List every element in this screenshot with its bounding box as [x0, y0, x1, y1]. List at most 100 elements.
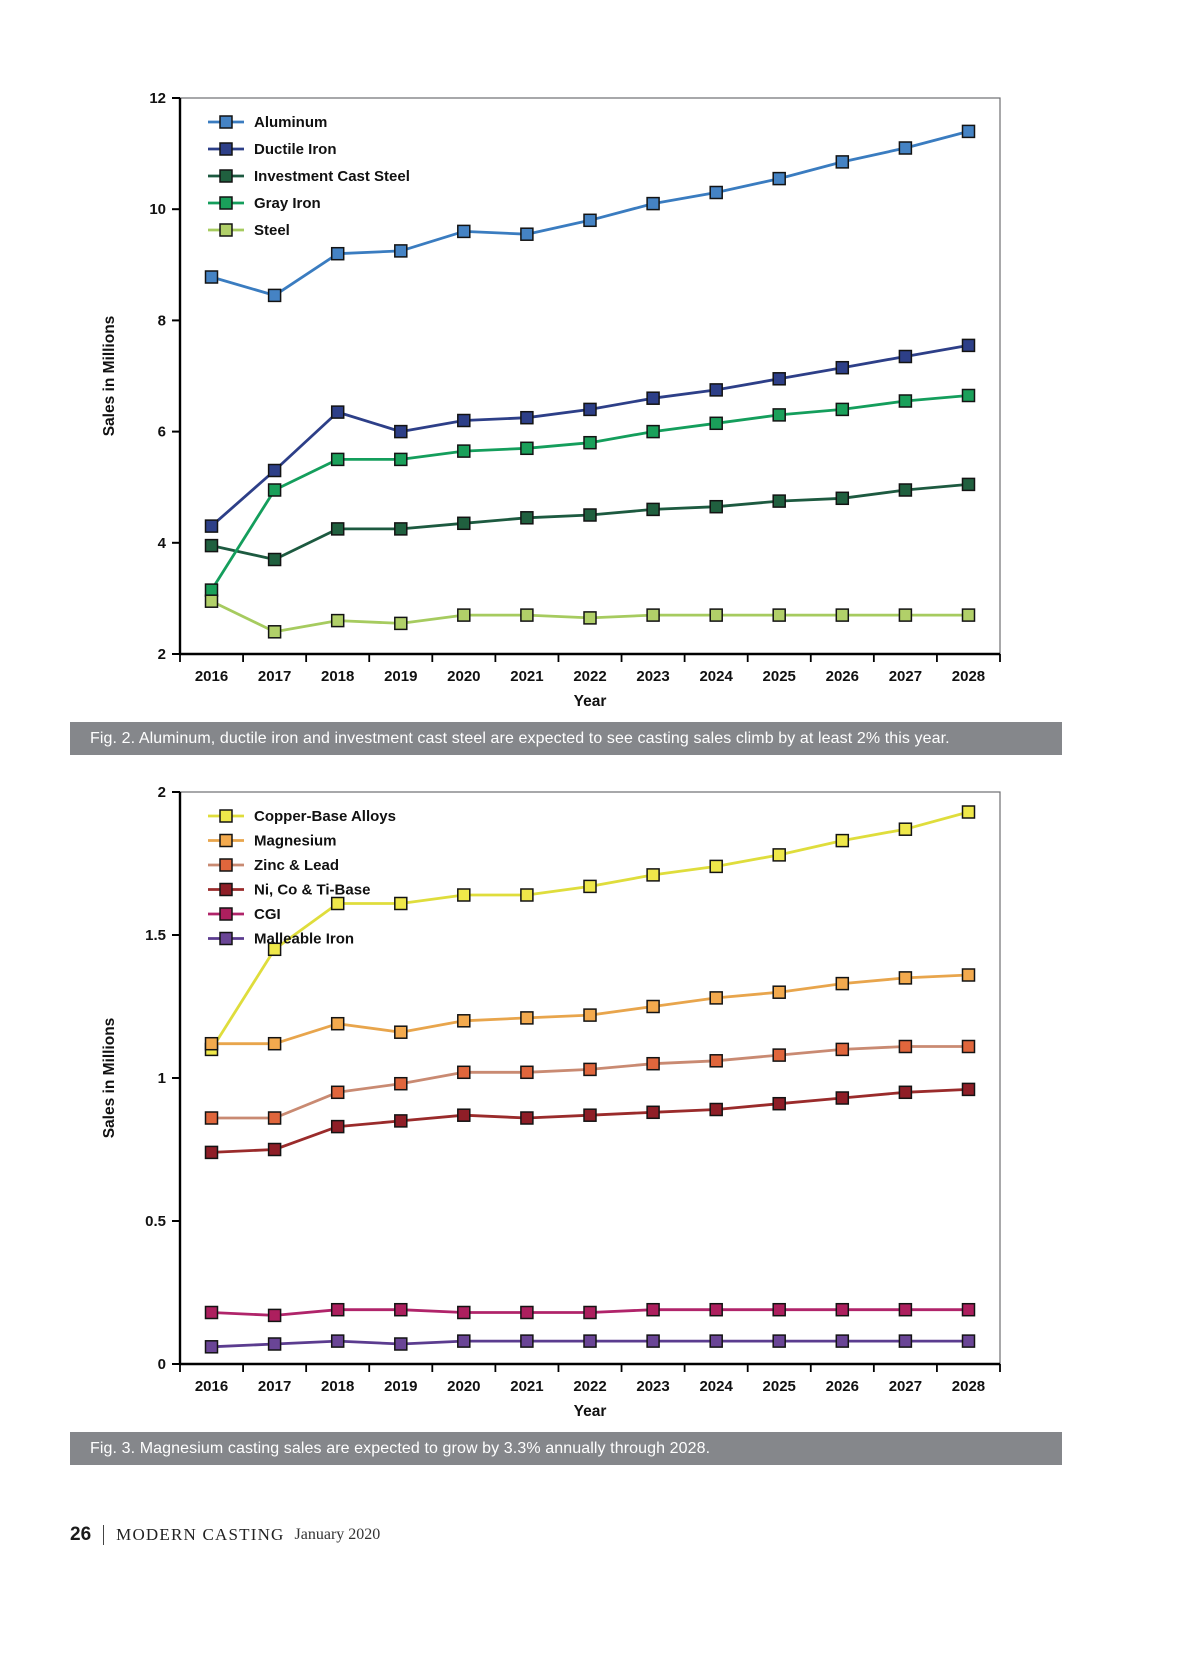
data-point-marker [709, 608, 723, 622]
y-axis-title: Sales in Millions [101, 1018, 118, 1139]
legend-item-gray-iron: Gray Iron [208, 195, 321, 212]
data-point-marker [835, 491, 850, 506]
data-point-marker [646, 196, 660, 211]
data-point-marker [457, 1108, 471, 1122]
legend-item-ni-co-ti-base: Ni, Co & Ti-Base [208, 882, 370, 899]
data-point-marker [204, 1305, 219, 1320]
data-point-marker [772, 985, 786, 999]
data-point-marker [709, 383, 723, 397]
x-tick-label: 2022 [573, 1378, 606, 1395]
x-tick-label: 2026 [826, 1378, 859, 1395]
x-tick-label: 2018 [321, 1378, 354, 1395]
data-point-marker [267, 1308, 282, 1323]
legend-item-malleable-iron: Malleable Iron [208, 931, 354, 948]
legend-marker [219, 115, 233, 129]
fig2-caption-bar: Fig. 2. Aluminum, ductile iron and inves… [70, 722, 1062, 755]
y-tick-label: 1.5 [145, 927, 166, 944]
data-point-marker [646, 424, 660, 439]
data-point-marker [772, 1334, 786, 1348]
y-tick-label: 0.5 [145, 1213, 166, 1230]
data-point-marker [267, 463, 282, 478]
data-point-marker [646, 1334, 660, 1348]
legend-marker [219, 809, 233, 823]
fig2-chart: 2 4 6 8 10 12 2016 2017 2018 2019 2020 2021 2022 2023… [70, 86, 1060, 718]
data-point-marker [330, 246, 345, 261]
series-cgi [204, 1302, 976, 1323]
data-point-marker [520, 441, 534, 456]
data-point-marker [772, 171, 786, 186]
legend-item-magnesium: Magnesium [208, 833, 337, 850]
x-tick-label: 2028 [952, 1378, 985, 1395]
data-point-marker [520, 1011, 534, 1025]
data-point-marker [835, 976, 850, 991]
data-point-marker [961, 1334, 976, 1348]
series-gray-iron [204, 388, 976, 597]
legend-marker [219, 833, 233, 848]
data-point-marker [267, 1337, 282, 1351]
data-point-marker [709, 1302, 723, 1317]
data-point-marker [457, 1334, 471, 1348]
data-point-marker [646, 1105, 660, 1120]
data-point-marker [961, 388, 976, 403]
data-point-marker [961, 1082, 976, 1097]
data-point-marker [772, 1096, 786, 1111]
data-point-marker [961, 968, 976, 982]
data-point-marker [898, 483, 913, 497]
data-point-marker [583, 213, 597, 228]
y-tick-label: 6 [158, 424, 166, 441]
data-point-marker [709, 499, 723, 514]
data-point-marker [835, 1334, 850, 1348]
legend-label: Aluminum [254, 114, 327, 131]
data-point-marker [961, 477, 976, 492]
fig2-line-chart: 2 4 6 8 10 12 2016 2017 2018 2019 2020 2021 2022 2023… [101, 90, 1001, 710]
data-point-marker [267, 1036, 282, 1051]
data-point-marker [520, 1305, 534, 1320]
series-aluminum [204, 124, 976, 303]
x-tick-label: 2019 [384, 668, 417, 685]
data-point-marker [330, 405, 345, 419]
fig3-line-chart: 0 0.5 1 1.5 2 2016 2017 2018 2019 2020 2021 2022 202… [101, 784, 1001, 1420]
footer-divider [103, 1525, 105, 1545]
y-tick-label: 8 [158, 312, 166, 329]
data-point-marker [394, 452, 408, 467]
fig2-caption-text: Fig. 2. Aluminum, ductile iron and inves… [90, 730, 950, 747]
data-point-marker [583, 508, 597, 522]
series-steel [204, 594, 976, 639]
data-point-marker [835, 833, 850, 848]
x-axis-title: Year [574, 693, 607, 710]
data-point-marker [457, 1305, 471, 1320]
x-tick-label: 2023 [636, 1378, 669, 1395]
page-number: 26 [70, 1524, 92, 1545]
x-tick-label: 2017 [258, 1378, 291, 1395]
legend-marker [219, 882, 233, 897]
legend-label: Zinc & Lead [254, 857, 339, 874]
data-point-marker [330, 613, 345, 628]
data-point-marker [330, 1085, 345, 1100]
data-point-marker [772, 408, 786, 422]
data-point-marker [267, 1111, 282, 1125]
data-point-marker [709, 416, 723, 431]
legend: Copper-Base Alloys Magnesium Zinc & Lead Ni… [208, 808, 396, 948]
x-tick-label: 2024 [699, 668, 733, 685]
data-point-marker [204, 583, 219, 597]
data-point-marker [457, 224, 471, 239]
x-tick-label: 2026 [826, 668, 859, 685]
data-point-marker [330, 1302, 345, 1317]
data-point-marker [583, 1062, 597, 1077]
data-point-marker [204, 1036, 219, 1051]
data-point-marker [394, 896, 408, 911]
data-point-marker [898, 141, 913, 155]
x-tick-label: 2023 [636, 668, 669, 685]
x-tick-label: 2017 [258, 668, 291, 685]
legend-label: Malleable Iron [254, 931, 354, 948]
data-point-marker [898, 1334, 913, 1348]
data-point-marker [267, 942, 282, 957]
data-point-marker [961, 124, 976, 139]
y-tick-label: 0 [158, 1356, 166, 1373]
y-axis-title: Sales in Millions [101, 316, 118, 437]
data-point-marker [835, 360, 850, 375]
legend-item-copper-base-alloys: Copper-Base Alloys [208, 808, 396, 825]
data-point-marker [583, 1008, 597, 1022]
issue-date: January 2020 [294, 1526, 381, 1543]
data-point-marker [961, 608, 976, 622]
